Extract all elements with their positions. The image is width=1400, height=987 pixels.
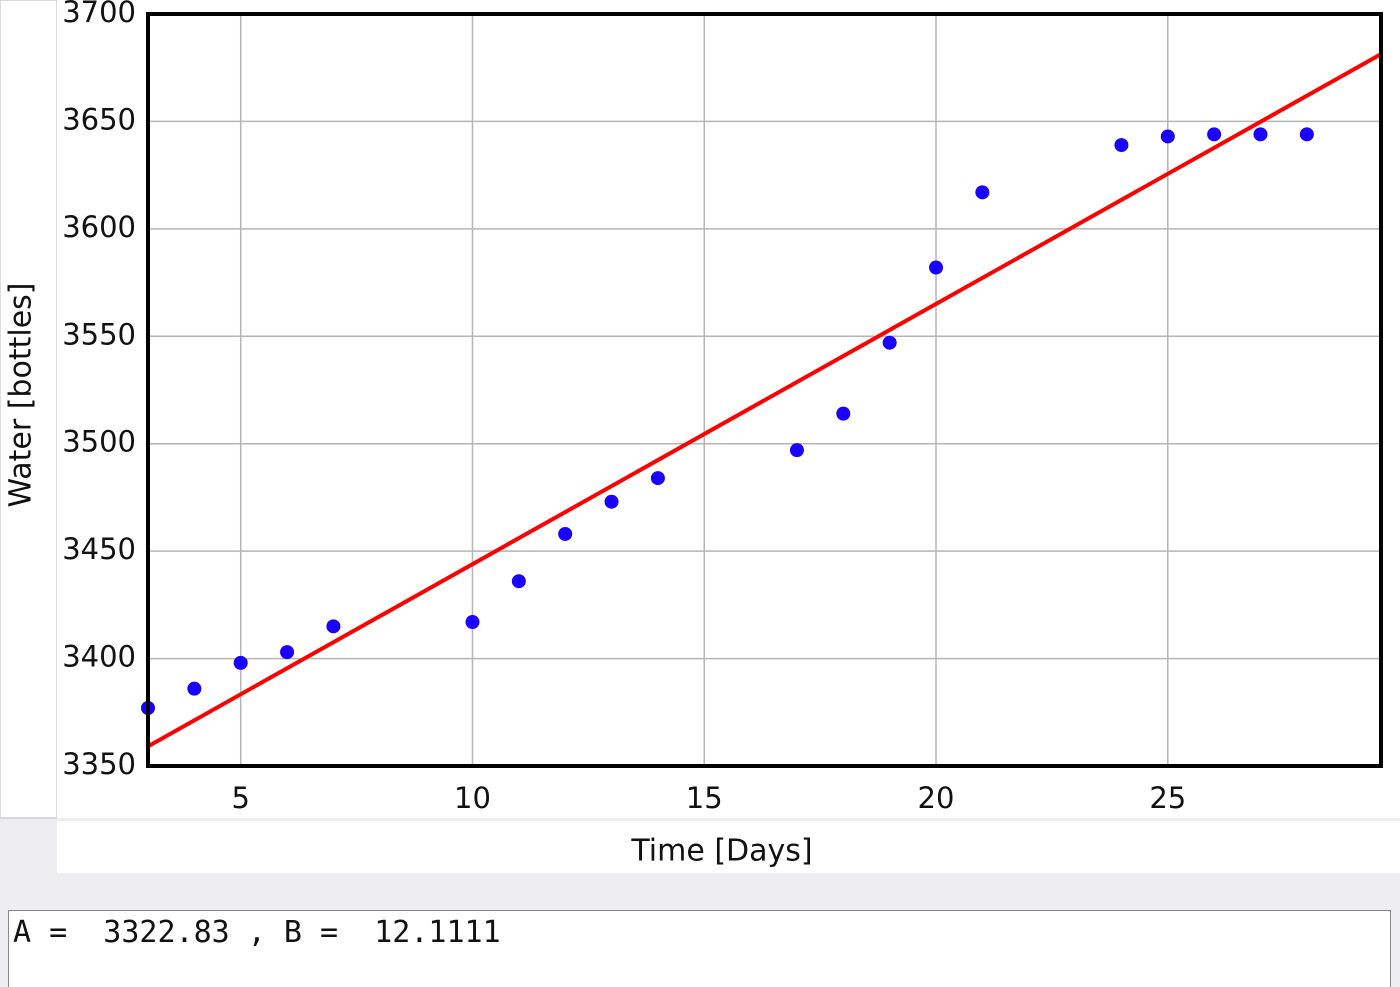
x-tick-label: 25: [1149, 781, 1186, 815]
data-point: [465, 615, 480, 630]
x-tick-label: 15: [686, 781, 723, 815]
y-tick-label: 3450: [62, 532, 136, 566]
data-point: [233, 655, 248, 670]
y-tick-label: 3350: [62, 747, 136, 781]
x-axis-label: Time [Days]: [630, 834, 812, 869]
data-point: [280, 645, 295, 660]
data-point: [1160, 129, 1175, 144]
data-point: [929, 260, 944, 275]
y-tick-label: 3650: [62, 102, 136, 136]
data-point: [326, 619, 341, 634]
y-tick-label: 3400: [62, 640, 136, 674]
x-tick-label: 5: [231, 781, 249, 815]
data-point: [1114, 138, 1129, 153]
data-point: [882, 335, 897, 350]
separator: [57, 818, 1400, 821]
data-point: [836, 406, 851, 421]
y-tick-label: 3700: [62, 0, 136, 29]
data-point: [789, 443, 804, 458]
y-tick-label: 3500: [62, 425, 136, 459]
chart: Time [Days] Water [bottles] 3350 3400 3450…: [0, 0, 1400, 873]
data-point: [1299, 127, 1314, 142]
x-tick-label: 20: [918, 781, 955, 815]
data-point: [604, 494, 619, 509]
data-point: [1207, 127, 1222, 142]
plot-frame: [146, 12, 1383, 768]
result-output: A = 3322.83 , B = 12.1111: [8, 910, 1391, 987]
x-tick-label: 10: [454, 781, 491, 815]
fit-line: [147, 52, 1382, 749]
data-point: [558, 526, 573, 541]
left-strip: [0, 0, 58, 819]
data-point: [1253, 127, 1268, 142]
data-point: [650, 471, 665, 486]
y-tick-label: 3550: [62, 317, 136, 351]
data-point: [511, 574, 526, 589]
data-point: [975, 185, 990, 200]
y-axis-label: Water [bottles]: [4, 283, 39, 508]
y-tick-label: 3600: [62, 210, 136, 244]
data-point: [187, 681, 202, 696]
chart-panel: [57, 0, 1400, 873]
